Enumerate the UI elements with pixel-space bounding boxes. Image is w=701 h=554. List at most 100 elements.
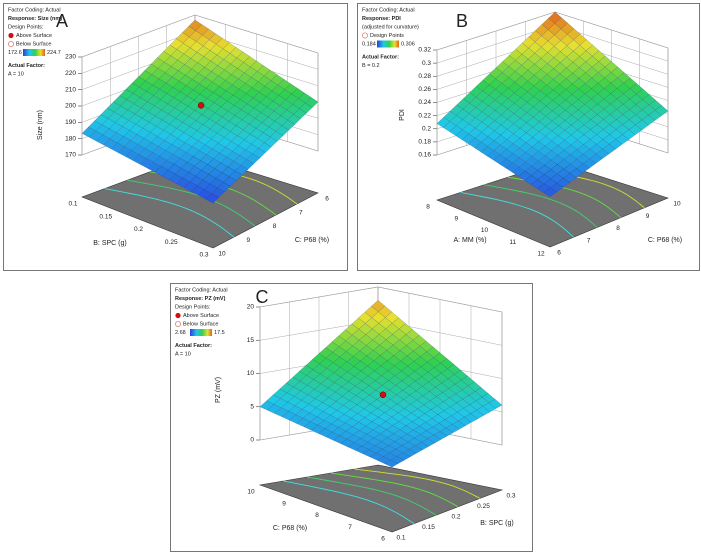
z-tick-label: 0	[250, 437, 254, 444]
right-tick-label: 0.2	[451, 514, 460, 521]
colorbar-min: 2.68	[175, 330, 186, 336]
z-tick-label: 15	[247, 337, 255, 344]
legend-text: Response: PZ (mV)	[175, 296, 226, 302]
z-tick-label: 0.22	[418, 112, 431, 119]
z-tick-label: 220	[65, 70, 76, 77]
left-tick-label: 8	[426, 204, 430, 211]
colorbar-max: 17.5	[214, 330, 225, 336]
z-tick-label: 170	[65, 152, 76, 159]
z-tick-label: 0.18	[418, 139, 431, 146]
right-axis-label: C: P68 (%)	[295, 237, 329, 244]
legend-text: Factor Coding: Actual	[8, 7, 61, 13]
right-tick-label: 8	[616, 225, 620, 232]
design-point	[197, 102, 205, 109]
left-tick-label: 0.3	[199, 252, 208, 259]
floor-contour	[354, 468, 481, 499]
z-tick-label: 20	[247, 304, 255, 311]
z-tick-label: 230	[65, 54, 76, 61]
colorbar-max: 224.7	[47, 50, 61, 56]
legend-text: (adjusted for curvature)	[362, 24, 419, 30]
left-tick-label: 10	[481, 227, 489, 234]
z-tick-label: 0.26	[418, 86, 431, 93]
legend-marker	[174, 320, 181, 327]
legend-text: Design Points:	[8, 24, 44, 30]
legend-text: Factor Coding: Actual	[175, 287, 228, 293]
surface-cell	[205, 193, 220, 204]
z-tick-label: 10	[247, 370, 255, 377]
floor-contour	[307, 476, 437, 516]
z-tick-label: 190	[65, 119, 76, 126]
z-tick-label: 200	[65, 103, 76, 110]
legend-text: Design Points:	[175, 304, 211, 310]
colorbar	[190, 329, 212, 336]
panel-letter: A	[56, 11, 68, 31]
z-tick-label: 0.28	[418, 73, 431, 80]
right-tick-label: 0.25	[477, 503, 490, 510]
legend-marker	[8, 32, 14, 39]
z-tick-label: 0.3	[422, 60, 431, 67]
legend-marker	[175, 312, 181, 319]
right-tick-label: 7	[299, 209, 303, 216]
left-tick-label: 10	[247, 489, 255, 496]
floor-contour	[460, 191, 574, 238]
legend-text: Below Surface	[16, 41, 51, 47]
right-tick-label: 6	[325, 196, 329, 203]
legend-text: A = 10	[8, 71, 24, 77]
colorbar-min: 172.6	[8, 50, 22, 56]
right-tick-label: 10	[218, 251, 226, 258]
z-axis-label: PDI	[399, 109, 406, 121]
left-axis-label: B: SPC (g)	[93, 240, 126, 247]
right-tick-label: 0.15	[422, 524, 435, 531]
design-point	[379, 391, 387, 399]
right-tick-label: 8	[273, 223, 277, 230]
right-tick-label: 0.3	[506, 493, 515, 500]
z-tick-label: 0.16	[418, 152, 431, 159]
legend-text: Below Surface	[183, 321, 218, 327]
colorbar-max: 0.306	[401, 41, 415, 47]
left-axis-label: C: P68 (%)	[273, 525, 307, 532]
z-tick-label: 0.24	[418, 99, 431, 106]
legend-text: Actual Factor:	[8, 63, 45, 69]
surface-cell	[384, 459, 399, 468]
right-tick-label: 10	[673, 201, 681, 208]
legend-text: Response: Size (nm)	[8, 16, 62, 22]
left-tick-label: 9	[454, 215, 458, 222]
z-tick-label: 5	[250, 403, 254, 410]
floor-contour	[283, 480, 415, 524]
right-axis-label: B: SPC (g)	[480, 520, 513, 527]
left-tick-label: 9	[282, 500, 286, 507]
z-tick-label: 180	[65, 135, 76, 142]
z-tick-label: 0.32	[418, 47, 431, 54]
left-tick-label: 12	[537, 251, 545, 258]
colorbar-min: 0.184	[362, 41, 376, 47]
right-tick-label: 0.1	[396, 535, 405, 542]
left-tick-label: 0.15	[99, 213, 112, 220]
left-tick-label: 7	[348, 524, 352, 531]
left-axis-label: A: MM (%)	[453, 237, 486, 244]
right-tick-label: 9	[646, 213, 650, 220]
legend-text: A = 10	[175, 351, 191, 357]
legend-text: Above Surface	[16, 33, 52, 39]
left-tick-label: 0.1	[68, 201, 77, 208]
left-tick-label: 0.25	[165, 239, 178, 246]
left-tick-label: 6	[381, 536, 385, 543]
legend-text: Actual Factor:	[175, 343, 212, 349]
right-tick-label: 7	[587, 237, 591, 244]
z-axis-label: Size (nm)	[37, 110, 44, 140]
right-tick-label: 9	[246, 237, 250, 244]
z-tick-label: 210	[65, 86, 76, 93]
panel-letter: C	[256, 287, 269, 307]
legend-text: Actual Factor:	[362, 54, 399, 60]
legend-text: Above Surface	[183, 313, 219, 319]
surface-cell	[543, 187, 557, 197]
legend-text: B = 0.2	[362, 63, 380, 69]
left-tick-label: 8	[315, 512, 319, 519]
right-axis-label: C: P68 (%)	[648, 237, 682, 244]
colorbar	[377, 40, 399, 48]
floor-contour	[484, 184, 598, 228]
panel-letter: B	[456, 11, 468, 31]
colorbar	[23, 49, 45, 56]
z-axis-label: PZ (mV)	[215, 377, 222, 403]
right-tick-label: 6	[557, 250, 561, 257]
legend-marker	[7, 41, 14, 48]
